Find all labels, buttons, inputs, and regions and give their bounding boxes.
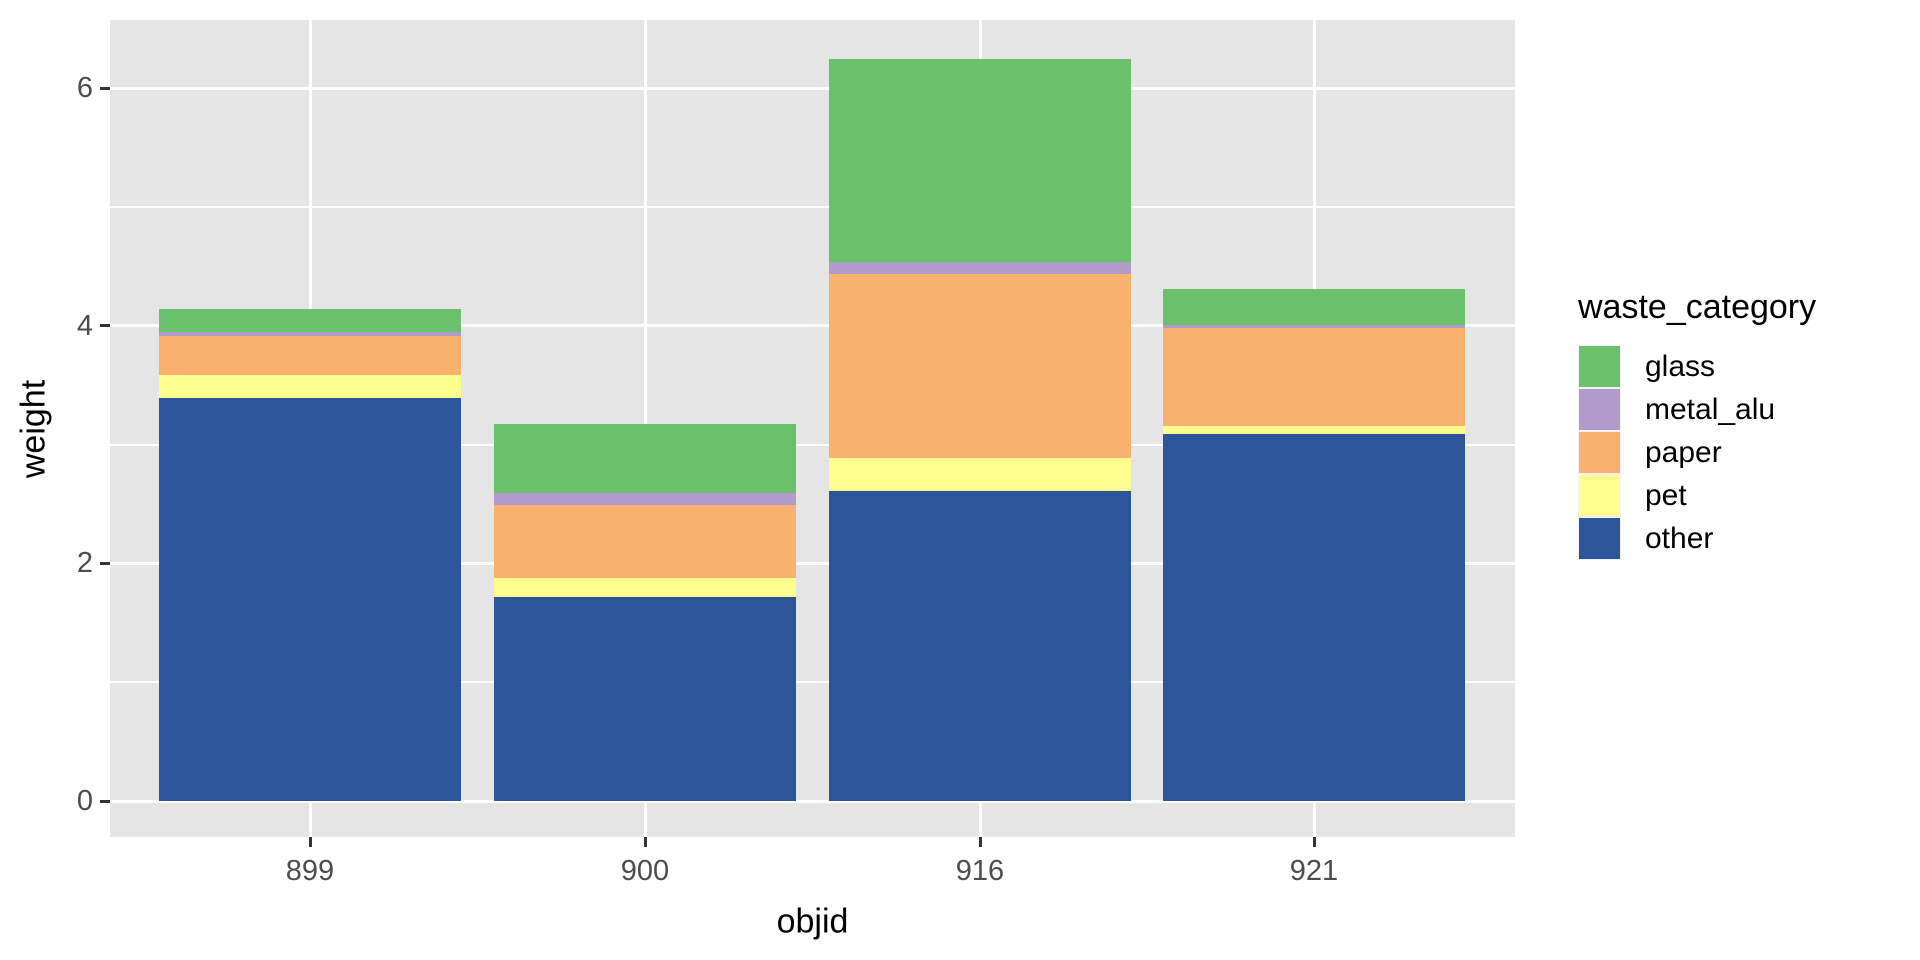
y-axis-tick	[100, 324, 110, 328]
y-tick-label: 0	[76, 785, 93, 817]
bar-segment-899-other	[159, 398, 461, 801]
legend-swatch-glass	[1578, 345, 1621, 388]
y-axis-tick	[100, 799, 110, 803]
x-axis-tick	[643, 837, 647, 847]
bar-segment-916-pet	[829, 457, 1131, 491]
minor-gridline	[110, 681, 1515, 684]
minor-gridline	[110, 443, 1515, 446]
legend-title: waste_category	[1578, 288, 1817, 326]
bar-segment-921-other	[1163, 433, 1465, 801]
legend-label: paper	[1645, 435, 1722, 469]
bar-segment-921-metal_alu	[1163, 324, 1465, 329]
y-axis-title: weight	[14, 379, 53, 478]
legend-label: pet	[1645, 478, 1687, 512]
legend-item-paper: paper	[1578, 431, 1816, 474]
legend-item-pet: pet	[1578, 474, 1816, 517]
x-tick-label: 900	[620, 855, 670, 887]
x-axis-tick	[1312, 837, 1316, 847]
bar-segment-900-pet	[494, 577, 796, 597]
major-gridline	[110, 324, 1515, 328]
y-tick-label: 2	[76, 547, 93, 580]
major-gridline	[110, 799, 1515, 803]
legend-item-metal_alu: metal_alu	[1578, 388, 1816, 431]
legend-label: other	[1645, 521, 1714, 555]
bar-segment-916-other	[829, 490, 1131, 801]
bar-segment-899-metal_alu	[159, 331, 461, 337]
x-axis-tick	[978, 837, 982, 847]
bar-segment-900-paper	[494, 505, 796, 578]
legend-swatch-metal_alu	[1578, 388, 1621, 431]
bar-segment-900-other	[494, 596, 796, 801]
legend-label: glass	[1645, 349, 1716, 383]
major-gridline	[110, 561, 1515, 565]
x-tick-label: 899	[285, 855, 335, 887]
y-axis-tick	[100, 86, 110, 90]
legend-label: metal_alu	[1645, 392, 1776, 426]
legend-swatch-pet	[1578, 474, 1621, 517]
bar-segment-900-metal_alu	[494, 493, 796, 506]
bar-segment-921-paper	[1163, 328, 1465, 426]
bar-segment-921-pet	[1163, 425, 1465, 434]
bar-segment-916-metal_alu	[829, 261, 1131, 274]
y-axis-tick	[100, 561, 110, 565]
legend-swatch-paper	[1578, 431, 1621, 474]
y-tick-label: 6	[76, 72, 93, 105]
plot-panel	[110, 20, 1515, 837]
x-tick-label: 916	[955, 855, 1005, 887]
bar-segment-899-paper	[159, 336, 461, 375]
bar-segment-921-glass	[1163, 288, 1465, 325]
x-axis-tick	[308, 837, 312, 847]
legend-item-other: other	[1578, 517, 1816, 560]
y-tick-label: 4	[76, 309, 93, 342]
minor-gridline	[110, 206, 1515, 208]
x-tick-label: 921	[1289, 855, 1339, 887]
bar-segment-899-pet	[159, 374, 461, 399]
legend-swatch-other	[1578, 517, 1621, 560]
legend-item-glass: glass	[1578, 345, 1816, 388]
bar-segment-916-paper	[829, 273, 1131, 458]
bar-segment-900-glass	[494, 424, 796, 494]
x-axis-title: objid	[776, 902, 849, 941]
major-gridline	[110, 86, 1515, 90]
bar-segment-916-glass	[829, 58, 1131, 262]
bar-segment-899-glass	[159, 309, 461, 332]
